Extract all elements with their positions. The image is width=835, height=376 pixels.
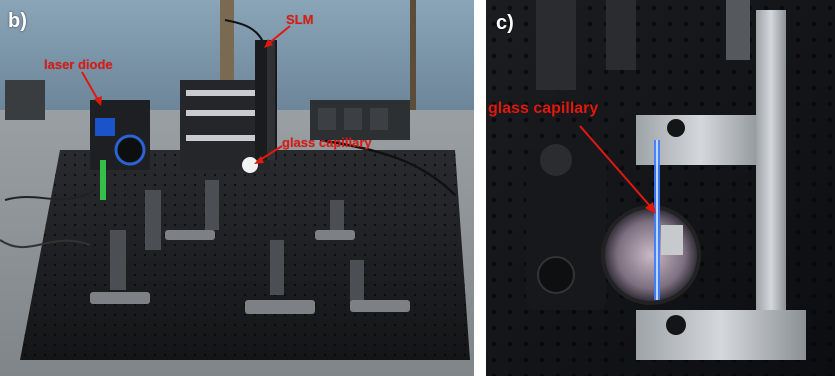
label-laser-diode: laser diode <box>44 57 113 72</box>
label-glass-capillary-c: glass capillary <box>488 100 599 117</box>
label-glass-capillary-b: glass capillary <box>282 135 372 150</box>
arrow-glass-capillary-b <box>254 145 283 164</box>
arrow-laser-diode <box>81 71 102 106</box>
arrow-slm <box>264 25 291 48</box>
panel-c-letter: c) <box>496 12 514 34</box>
panel-b-letter: b) <box>8 10 27 32</box>
label-slm: SLM <box>286 12 314 27</box>
capillary-closeup-photo <box>486 0 835 376</box>
panel-b-photo: b) SLM laser diode glass capillary <box>0 0 474 376</box>
panel-c-photo: c) glass capillary <box>486 0 835 376</box>
optical-setup-photo <box>0 0 474 376</box>
arrow-glass-capillary-c <box>579 125 656 214</box>
